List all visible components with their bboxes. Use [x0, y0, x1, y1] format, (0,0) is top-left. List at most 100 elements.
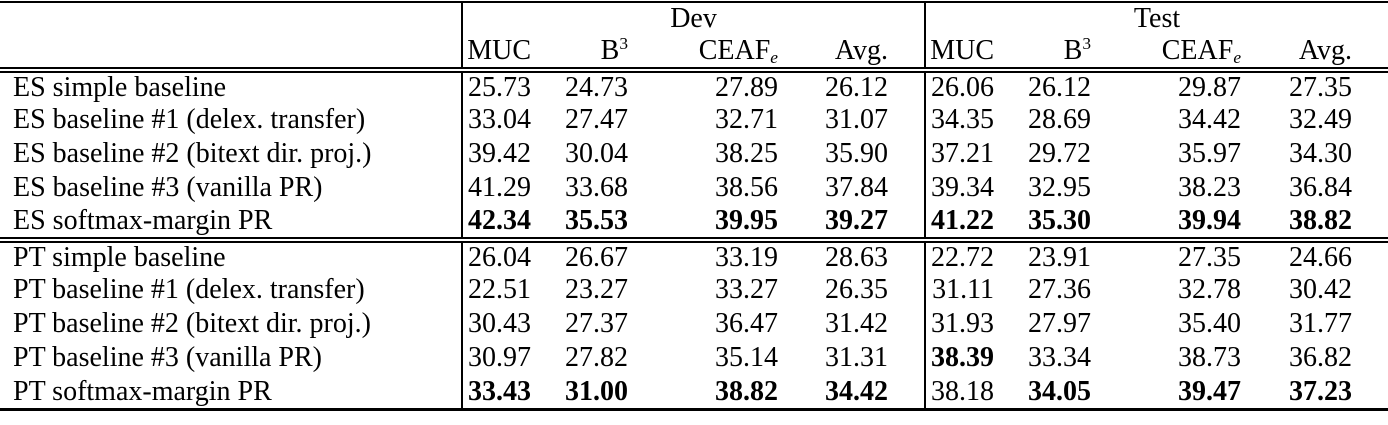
metric-label: Avg. [1298, 35, 1353, 66]
cell-test-b3: 23.91 [1011, 236, 1109, 274]
cell-dev-avg: 39.27 [825, 204, 889, 236]
cell-dev-avg: 26.12 [825, 71, 889, 103]
cell-dev-ceafe: 38.56 [715, 172, 778, 204]
cell-test-muc: 39.34 [924, 171, 1012, 206]
cell-test-muc: 26.06 [924, 69, 1012, 104]
metric-label: MUC [467, 35, 531, 66]
cell-test-b3: 29.72 [1028, 138, 1092, 170]
cell-test-ceafe: 39.94 [1178, 204, 1242, 236]
col-header-dev-b3: B3 [548, 34, 645, 73]
cell-dev-avg: 35.90 [825, 138, 889, 170]
cell-dev-muc: 22.51 [461, 273, 548, 308]
cell-dev-muc: 30.97 [461, 341, 548, 376]
row-label: PT simple baseline [0, 236, 462, 274]
corner-cell [0, 36, 462, 73]
row-label: PT softmax-margin PR [13, 375, 272, 407]
table-row: PT baseline #3 (vanilla PR) 30.97 27.82 35.… [0, 341, 1388, 376]
cell-test-b3: 33.34 [1028, 342, 1092, 374]
cell-test-ceafe: 35.40 [1178, 308, 1242, 340]
cell-test-avg: 30.42 [1289, 274, 1353, 306]
row-label: ES simple baseline [13, 71, 227, 103]
cell-test-muc: 41.22 [924, 205, 1012, 240]
cell-dev-muc: 33.04 [461, 103, 548, 138]
metric-label: CEAF [1161, 35, 1234, 66]
cell-dev-b3: 33.68 [565, 172, 628, 204]
cell-test-muc: 22.72 [924, 236, 1012, 274]
cell-test-muc: 31.93 [924, 307, 1012, 342]
cell-test-avg: 36.84 [1289, 172, 1353, 204]
metric-label: Avg. [834, 35, 889, 66]
cell-test-ceafe: 29.87 [1178, 71, 1242, 103]
cell-test-avg: 36.82 [1289, 342, 1353, 374]
col-header-test-ceafe: CEAFe [1108, 35, 1259, 73]
cell-dev-ceafe: 33.27 [715, 274, 778, 306]
metric-subscript: e [1233, 47, 1242, 67]
cell-dev-muc: 33.43 [461, 376, 548, 410]
cell-dev-b3: 23.27 [565, 274, 628, 306]
table-row: ES simple baseline 25.73 24.73 27.89 26.12 26… [0, 69, 1388, 104]
section-pt: PT simple baseline 26.04 26.67 33.19 28.63 22… [0, 236, 1388, 410]
row-label: PT baseline #2 (bitext dir. proj.) [13, 308, 371, 340]
col-header-test-avg: Avg. [1258, 35, 1388, 73]
cell-dev-b3: 27.47 [565, 104, 628, 136]
table-row: PT baseline #1 (delex. transfer) 22.51 23.… [0, 273, 1388, 308]
row-label: ES baseline #1 (delex. transfer) [13, 104, 366, 136]
cell-dev-avg: 34.42 [825, 375, 889, 407]
cell-dev-avg: 28.63 [795, 236, 926, 274]
metric-label: CEAF [698, 35, 771, 66]
section-es: ES simple baseline 25.73 24.73 27.89 26.12 26… [0, 69, 1388, 240]
cell-test-muc: 37.21 [924, 137, 1012, 172]
col-header-test-b3: B3 [1011, 34, 1109, 73]
cell-dev-ceafe: 32.71 [715, 104, 778, 136]
cell-test-avg: 34.30 [1289, 138, 1353, 170]
metric-superscript: 3 [1082, 34, 1092, 54]
cell-test-ceafe: 34.42 [1178, 104, 1242, 136]
row-label: ES softmax-margin PR [13, 204, 273, 236]
table-row: ES baseline #3 (vanilla PR) 41.29 33.68 38.… [0, 171, 1388, 206]
cell-test-muc: 38.39 [924, 341, 1012, 376]
metric-superscript: 3 [619, 34, 628, 54]
cell-dev-muc: 42.34 [461, 205, 548, 240]
cell-dev-b3: 27.37 [565, 308, 628, 340]
metric-label: B [600, 35, 620, 66]
cell-test-b3: 27.97 [1028, 308, 1092, 340]
cell-dev-muc: 26.04 [461, 236, 548, 274]
cell-test-b3: 27.36 [1028, 274, 1092, 306]
cell-dev-ceafe: 36.47 [715, 308, 778, 340]
row-label: PT baseline #1 (delex. transfer) [13, 274, 365, 306]
cell-test-b3: 26.12 [1028, 71, 1092, 103]
cell-test-muc: 38.18 [924, 376, 1012, 410]
cell-dev-avg: 31.42 [825, 308, 889, 340]
cell-dev-avg: 31.07 [825, 104, 889, 136]
cell-test-muc: 34.35 [924, 103, 1012, 138]
table-row: ES softmax-margin PR 42.34 35.53 39.95 39.27… [0, 204, 1388, 240]
cell-dev-muc: 30.43 [461, 307, 548, 342]
cell-dev-b3: 27.82 [565, 342, 628, 374]
col-header-dev-ceafe: CEAFe [645, 35, 795, 73]
cell-dev-avg: 26.35 [825, 274, 889, 306]
cell-test-b3: 32.95 [1028, 172, 1092, 204]
cell-dev-muc: 39.42 [461, 137, 548, 172]
row-label: PT baseline #3 (vanilla PR) [13, 342, 322, 374]
cell-test-ceafe: 32.78 [1178, 274, 1242, 306]
cell-dev-b3: 26.67 [548, 236, 645, 274]
col-header-dev-avg: Avg. [795, 35, 926, 73]
cell-dev-muc: 25.73 [461, 69, 548, 104]
corner-cell [0, 2, 462, 36]
table-row: ES baseline #1 (delex. transfer) 33.04 27.… [0, 103, 1388, 138]
metric-header-row: MUC B3 CEAFe Avg. MUC B3 CEAFe Avg. [0, 34, 1388, 73]
group-header-dev: Dev [460, 2, 926, 36]
table-row: PT simple baseline 26.04 26.67 33.19 28.63 22… [0, 236, 1388, 274]
group-header-row: Dev Test [0, 2, 1388, 36]
cell-dev-ceafe: 27.89 [715, 71, 778, 103]
col-header-test-muc: MUC [924, 35, 1012, 73]
cell-dev-ceafe: 33.19 [645, 236, 795, 274]
cell-test-ceafe: 39.47 [1178, 375, 1242, 407]
cell-test-avg: 38.82 [1289, 204, 1353, 236]
cell-dev-ceafe: 35.14 [715, 342, 778, 374]
col-header-dev-muc: MUC [461, 35, 548, 73]
cell-dev-muc: 41.29 [461, 171, 548, 206]
cell-test-ceafe: 38.73 [1178, 342, 1242, 374]
cell-dev-avg: 37.84 [825, 172, 889, 204]
